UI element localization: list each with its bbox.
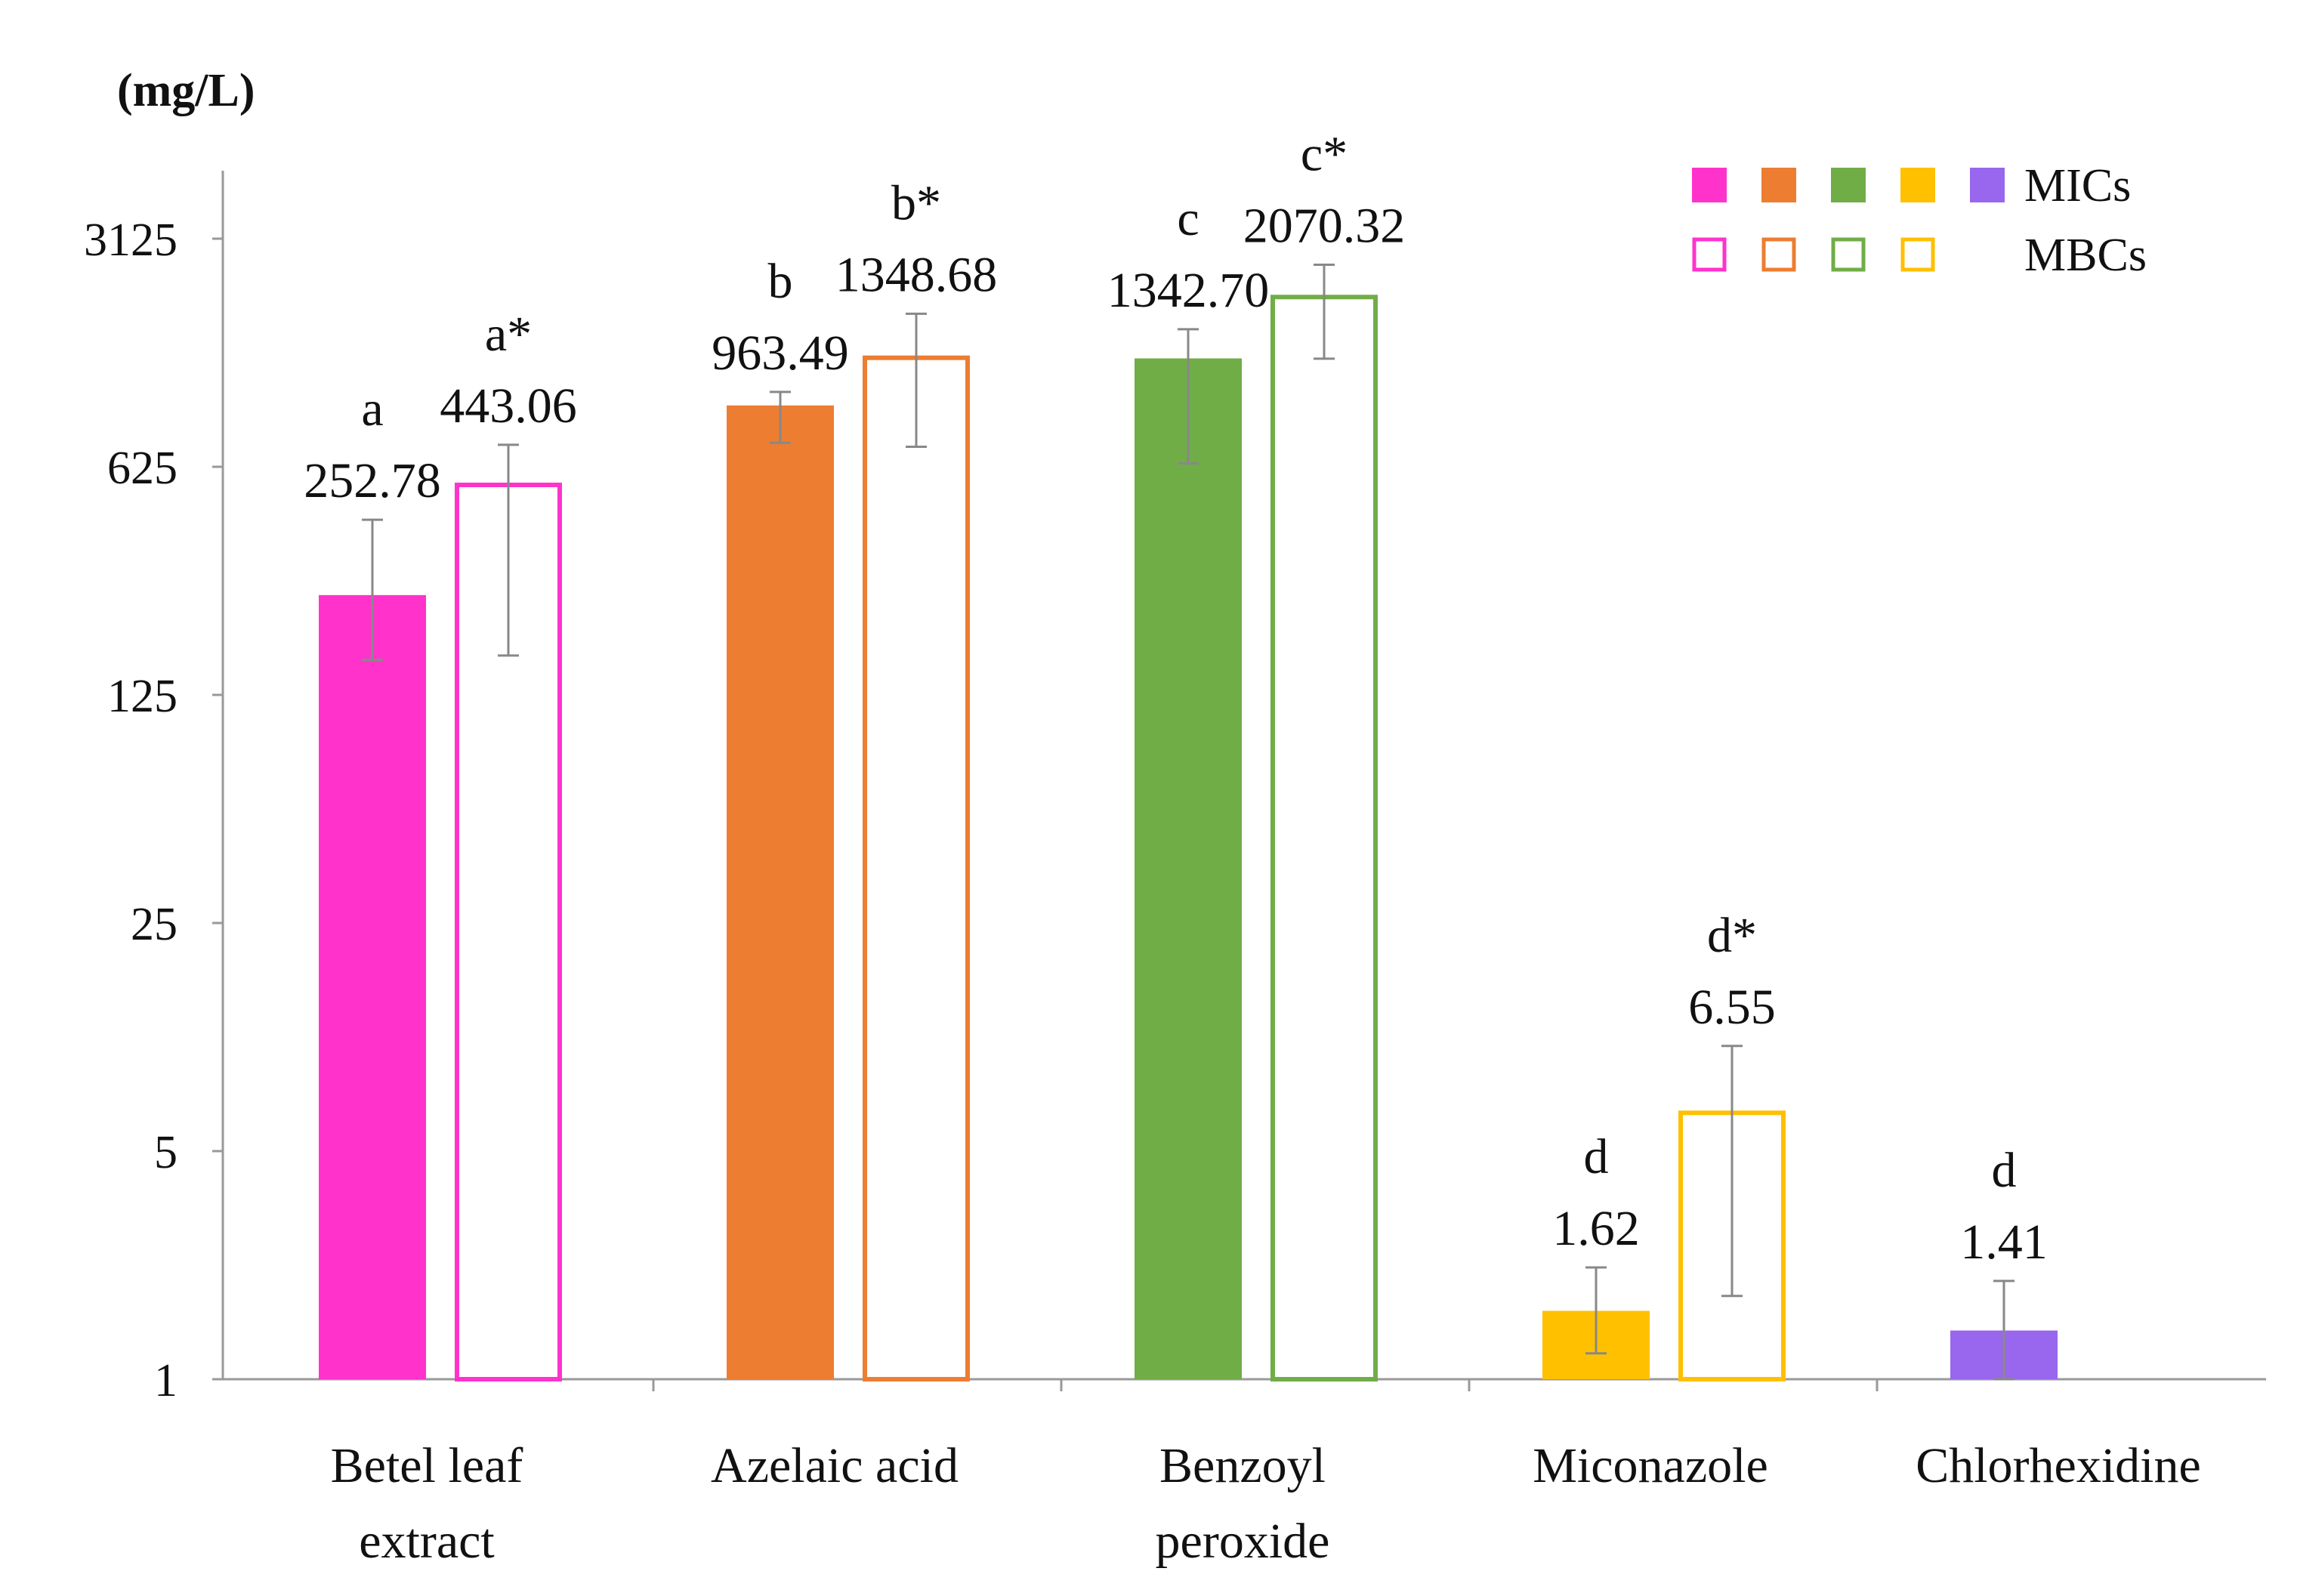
data-label: 2070.32	[1243, 199, 1406, 254]
data-label: 252.78	[304, 453, 441, 508]
data-label: 1.62	[1552, 1201, 1640, 1256]
data-label: 1.41	[1960, 1215, 2048, 1270]
legend-swatch-solid	[1692, 168, 1727, 202]
y-tick-label: 25	[131, 899, 178, 950]
legend-swatch-outline	[1831, 237, 1866, 272]
significance-letter: c*	[1301, 127, 1348, 182]
mic-bar	[727, 405, 834, 1379]
significance-letter: b*	[891, 175, 941, 230]
mbc-bar	[1270, 295, 1378, 1381]
category-label: extract	[359, 1514, 495, 1569]
legend-swatch-outline	[1761, 237, 1796, 272]
y-tick-label: 125	[107, 671, 178, 722]
y-tick-label: 5	[154, 1127, 178, 1178]
significance-letter: d	[1584, 1129, 1609, 1184]
y-tick-label: 625	[107, 443, 178, 494]
category-label: Chlorhexidine	[1916, 1438, 2201, 1493]
y-axis-unit-label: (mg/L)	[117, 65, 255, 116]
legend-swatch-outline	[1692, 237, 1727, 272]
mbc-bar	[863, 355, 970, 1382]
mic-bar	[319, 594, 426, 1379]
y-tick-label: 3125	[84, 215, 178, 266]
legend: MICs MBCs	[1692, 160, 2147, 281]
significance-letter: d*	[1707, 908, 1757, 963]
data-label: 963.49	[712, 326, 849, 381]
legend-swatch-solid	[1831, 168, 1866, 202]
data-label: 1348.68	[835, 247, 998, 302]
legend-label: MICs	[2024, 160, 2131, 211]
significance-letter: d	[1992, 1143, 2017, 1198]
plot-area: 1 5 25 125 625 3125 252.78 a 443.06 a* Betel leaf e…	[84, 127, 2266, 1569]
category-label: peroxide	[1156, 1514, 1330, 1569]
legend-label: MBCs	[2024, 230, 2147, 281]
category-label: Miconazole	[1533, 1438, 1768, 1493]
y-tick-label: 1	[154, 1355, 178, 1406]
significance-letter: b	[768, 254, 793, 309]
category-label: Benzoyl	[1159, 1438, 1326, 1493]
legend-swatch-solid	[1900, 168, 1935, 202]
significance-letter: c	[1177, 191, 1199, 246]
significance-letter: a	[361, 381, 383, 437]
data-label: 1342.70	[1107, 263, 1270, 318]
category-label: Betel leaf	[331, 1438, 523, 1493]
data-label: 6.55	[1688, 980, 1776, 1035]
legend-swatch-solid	[1970, 168, 2005, 202]
legend-swatch-solid	[1761, 168, 1796, 202]
significance-letter: a*	[485, 307, 532, 362]
mic-bar	[1135, 358, 1242, 1380]
data-label: 443.06	[440, 378, 577, 434]
legend-swatch-outline	[1900, 237, 1935, 272]
category-label: Azelaic acid	[711, 1438, 959, 1493]
